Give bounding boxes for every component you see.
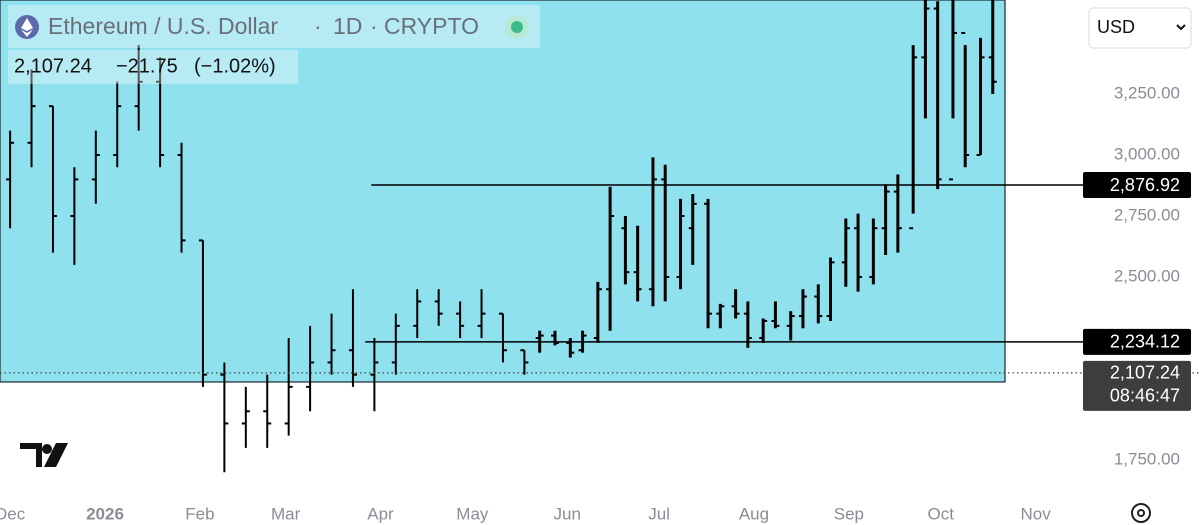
symbol-title: Ethereum / U.S. Dollar (48, 13, 278, 39)
last-price-box (1083, 360, 1191, 411)
x-tick-label: Dec (0, 504, 26, 523)
tv-logo (20, 443, 68, 467)
settings-icon[interactable] (1131, 503, 1151, 523)
x-tick-label: Sep (834, 504, 864, 523)
price-label-bg (1083, 328, 1191, 355)
countdown: 08:46:47 (1110, 386, 1180, 406)
interval: 1D (333, 13, 362, 39)
x-tick-label: Apr (367, 504, 394, 523)
eth-icon (21, 18, 33, 37)
y-tick-label: 3,250.00 (1114, 83, 1180, 102)
price-bg (8, 50, 298, 84)
change: −21.75 (116, 55, 178, 77)
settings-icon-center (1137, 509, 1145, 517)
price-label: 2,234.12 (1110, 332, 1180, 352)
x-tick-label: Aug (739, 504, 769, 523)
x-tick-label: Feb (185, 504, 214, 523)
price-label: 2,876.92 (1110, 175, 1180, 195)
x-tick-label: Nov (1020, 504, 1051, 523)
market-status[interactable] (511, 21, 523, 33)
separator: · (370, 13, 378, 39)
x-tick-label: 2026 (86, 504, 124, 523)
x-tick-label: Jun (554, 504, 581, 523)
y-tick-label: 1,750.00 (1114, 450, 1180, 469)
tv-logo-dot (42, 444, 52, 454)
last-price-label: 2,107.24 (1110, 363, 1180, 383)
price-label-bg (1083, 172, 1191, 199)
x-tick-label: May (456, 504, 489, 523)
y-tick-label: 2,750.00 (1114, 205, 1180, 224)
x-tick-label: Oct (927, 504, 954, 523)
last-price: 2,107.24 (14, 55, 92, 77)
y-tick-label: 2,500.00 (1114, 267, 1180, 286)
y-tick-label: 3,000.00 (1114, 144, 1180, 163)
separator: · (314, 13, 322, 39)
axes: 2,876.92 2,234.12 1,750.00 2,500.00 2,750.00… (0, 83, 1200, 523)
plot-area (0, 0, 1080, 473)
change-pct: (−1.02%) (194, 55, 276, 77)
exchange: CRYPTO (384, 13, 479, 39)
currency: USD (1097, 17, 1135, 37)
header-bg (8, 5, 540, 48)
x-tick-label: Mar (271, 504, 301, 523)
x-tick-label: Jul (648, 504, 670, 523)
dropdown-arrow (1176, 24, 1186, 31)
currency-select[interactable] (1088, 7, 1192, 49)
